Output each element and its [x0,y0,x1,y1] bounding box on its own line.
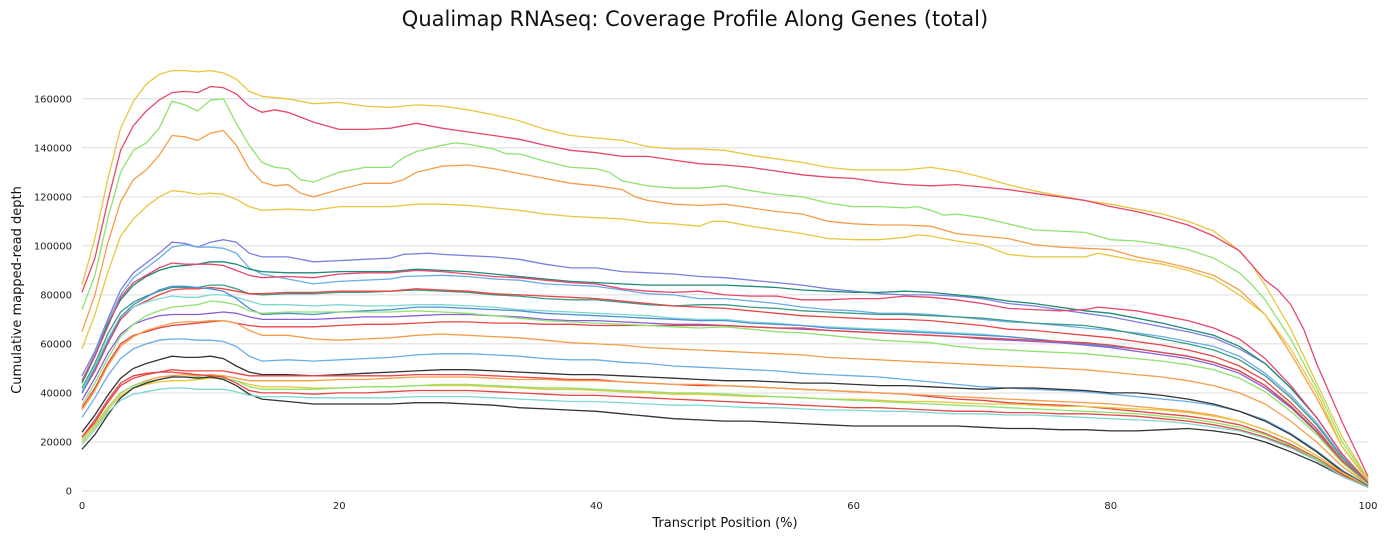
chart-title: Qualimap RNAseq: Coverage Profile Along … [401,7,989,31]
series-line-14 [81,311,1369,485]
tick-labels: 0 20000 40000 60000 80000 100000 120000 140000 1… [34,94,1378,512]
y-axis-title: Cumulative mapped-read depth [10,186,25,394]
x-tick-label: 60 [847,501,860,512]
series-line-16 [81,319,1369,486]
series-line-3 [81,98,1369,480]
series-line-25 [81,376,1369,488]
y-tick-label: 100000 [34,241,72,252]
series-lines [81,69,1369,488]
y-tick-label: 80000 [40,290,72,301]
series-line-21 [81,373,1369,488]
x-tick-label: 80 [1104,501,1117,512]
series-line-15 [81,319,1369,485]
y-tick-label: 20000 [40,437,72,448]
series-line-5 [81,190,1369,482]
y-tick-label: 160000 [34,94,72,105]
series-line-2 [81,85,1369,477]
x-tick-label: 40 [590,501,603,512]
series-line-17 [81,300,1369,485]
x-axis-title: Transcript Position (%) [651,516,797,531]
series-line-10 [81,284,1369,485]
y-tick-label: 120000 [34,192,72,203]
series-line-7 [81,243,1369,485]
series-line-8 [81,261,1369,483]
y-tick-label: 140000 [34,143,72,154]
y-tick-label: 40000 [40,388,72,399]
series-line-19 [81,355,1369,487]
x-tick-label: 0 [79,501,85,512]
y-tick-label: 60000 [40,339,72,350]
x-tick-label: 100 [1358,501,1377,512]
series-line-9 [81,262,1369,483]
x-tick-label: 20 [333,501,346,512]
series-line-1 [81,69,1369,480]
series-line-26 [81,387,1369,488]
series-line-22 [81,377,1369,488]
series-line-18 [81,338,1369,487]
series-line-4 [81,129,1369,481]
series-line-24 [81,371,1369,488]
series-line-6 [81,239,1369,485]
y-tick-label: 0 [66,487,72,498]
